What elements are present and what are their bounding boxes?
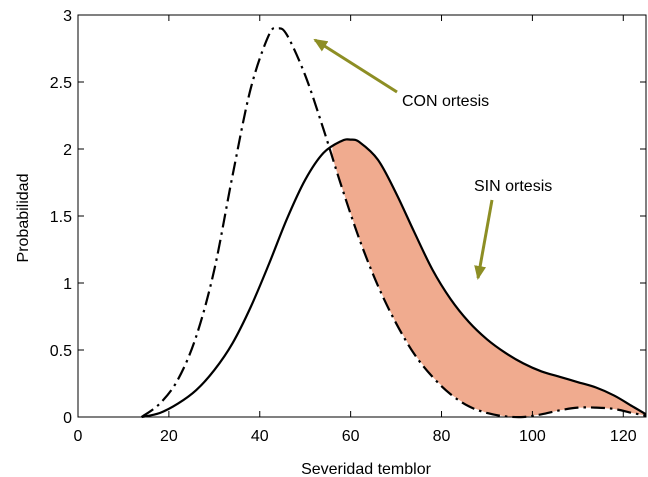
x-tick-label: 0 [74, 428, 83, 445]
annotation-arrow-sin-ortesis [474, 199, 494, 280]
y-axis-title: Probabilidad [15, 174, 32, 263]
series-line-con-ortesis [140, 26, 647, 419]
annotation-label-con-ortesis: CON ortesis [402, 93, 489, 110]
y-tick-label: 1 [63, 276, 72, 293]
y-tick-label: 1.5 [50, 209, 72, 226]
x-tick-label: 80 [433, 428, 451, 445]
y-tick-label: 0 [63, 410, 72, 427]
y-tick-label: 2 [63, 142, 72, 159]
x-tick-label: 120 [610, 428, 637, 445]
axis-ticks [77, 14, 646, 418]
x-tick-label: 20 [160, 428, 178, 445]
series-line-sin-ortesis [141, 138, 647, 419]
axis-tick-labels: 0 20 40 60 80 100 120 0 0.5 1 1.5 2 2.5 3 [50, 8, 637, 445]
annotation-arrow-con-ortesis [313, 38, 398, 94]
x-tick-label: 40 [251, 428, 269, 445]
y-tick-label: 3 [63, 8, 72, 25]
y-tick-label: 0.5 [50, 343, 72, 360]
x-tick-label: 60 [342, 428, 360, 445]
x-axis-title: Severidad temblor [301, 461, 432, 477]
annotation-label-sin-ortesis: SIN ortesis [474, 178, 552, 195]
x-tick-label: 100 [519, 428, 546, 445]
y-tick-label: 2.5 [50, 75, 72, 92]
